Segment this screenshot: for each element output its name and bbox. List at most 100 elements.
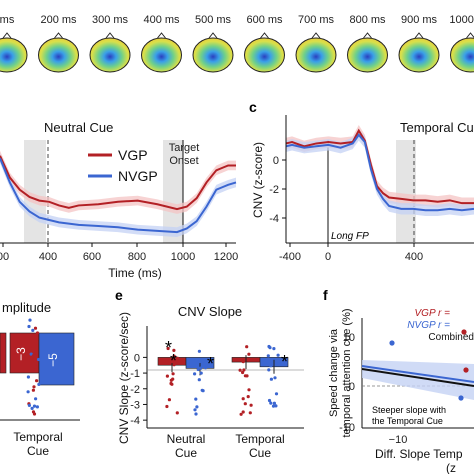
topomap-head [450,37,474,73]
panel-d-xlabel-2: Cue [27,444,49,458]
panel-e-dot [249,403,253,407]
topomap-head [295,37,337,73]
panel-e-dot [196,367,200,372]
panel-e-dot [247,388,251,392]
panel-d-bar-label-vgp: −3 [14,347,28,361]
panel-c-x-ticks: -400 0 400 [279,243,423,263]
topomap-nose [363,32,372,39]
panel-e-dot [172,363,176,367]
panel-d-xlabel-1: Temporal [13,430,62,444]
panel-e-dot [245,345,249,349]
panel-e-dot [276,353,280,357]
panel-e-group-2-line2: Cue [249,446,271,460]
panel-c-title: Temporal Cu [400,120,474,135]
panel-c-plot [285,124,474,216]
nvgp-line [285,133,474,212]
panel-e-dot [199,366,203,370]
panel-e-star-2: * [170,351,177,371]
panel-e-star-3: * [207,354,214,374]
panel-f-ytick-neg10: -10 [339,422,355,434]
panel-e-dot [242,368,246,372]
panel-e-dot [241,370,245,375]
panel-c-shaded-window [396,140,416,243]
topomap-label: 1000 ms [449,14,474,26]
panel-d-dot [28,318,32,322]
panel-e-dot [274,392,279,396]
panel-d-dot [27,324,31,329]
panel-e-dot [199,371,203,375]
panel-f-ytick-0: 0 [349,381,355,393]
panel-b-xtick-label: 1200 [214,251,238,263]
panel-e-dot [172,354,176,358]
panel-d-dot [26,375,30,379]
panel-f-note-2: the Temporal Cue [372,416,443,426]
panel-e-ytick-label: -4 [130,415,140,427]
panel-e-dot [194,412,198,416]
panel-e-dot [165,374,169,378]
topomap-label: 800 ms [349,14,386,26]
nvgp-ci-band [286,129,474,216]
panel-f-legend-nvgp: NVGP r = [407,320,450,331]
panel-b: 00 400 600 800 1000 1200 Neutral Cue Target O… [0,120,238,280]
topomap-nose [466,32,474,39]
panel-e-dot [246,395,250,399]
topomap-nose [54,32,63,39]
topomap-nose [260,32,269,39]
topomap-head [244,37,285,73]
panel-e-ytick-label: -3 [130,399,140,411]
panel-f-ytick-10: 10 [343,332,355,344]
panel-e-dot [241,360,245,364]
panel-e-dot [195,405,199,409]
panel-e-dot [175,411,179,415]
panel-d-bar-0 [0,332,7,374]
panel-d: mplitude −3 −5 Temporal Cue [0,300,80,458]
panel-c-ytick-label: -2 [269,184,279,196]
panel-f-xlabel: Diff. Slope Temp [375,447,463,461]
panel-b-xtick-label: 00 [0,251,9,263]
panel-f-dot [389,340,395,346]
panel-e-dot [170,359,174,364]
legend-nvgp-label: NVGP [118,168,158,184]
panel-d-dot [35,379,39,383]
topomap-nose [414,32,424,39]
panel-d-dot [26,390,30,394]
topomap-nose [2,32,12,39]
panel-b-xlabel: Time (ms) [108,266,162,280]
panel-e-dot [200,388,204,392]
panel-e-dot [238,368,242,372]
panel-e-dot [194,397,198,401]
topomap-nose [105,32,115,39]
panel-f-dot [463,367,469,373]
panel-b-xtick-label: 1000 [171,251,195,263]
panel-d-dot [35,405,40,409]
panel-c-xtick-label: -400 [279,251,301,263]
panel-d-bar-label-nvgp: −5 [46,353,60,367]
panel-d-bar-vgp [9,332,40,374]
panel-e-dot [266,354,270,358]
panel-d-dot [31,328,35,332]
panel-e-dot [165,404,169,409]
panel-e-dot [165,360,169,364]
panel-f-combined-fit [361,368,474,387]
panel-e-dot [243,402,247,406]
topomap-label: 900 ms [401,14,438,26]
topomap-nose [311,32,321,39]
panel-e-ytick-label: -2 [130,384,140,396]
panel-d-dot [37,357,41,362]
panel-f-xtick: −10 [389,434,408,446]
panel-b-x-ticks: 00 400 600 800 1000 1200 [0,243,238,263]
panel-f-letter: f [323,287,328,303]
panel-e-dot [248,411,252,415]
panel-e-dot [273,376,277,380]
vgp-line [285,128,474,205]
panel-f-note-1: Steeper slope with [372,405,446,415]
panel-e-dot [239,412,243,416]
panel-d-dot [34,397,38,401]
panel-e-dot [171,377,175,381]
panel-d-dot [37,382,41,386]
topomap-label: 600 ms [246,14,283,26]
panel-c-xtick-label: 400 [405,251,423,263]
panel-d-title: mplitude [2,300,51,315]
panel-d-dot [33,326,38,330]
topomap-nose [157,32,166,39]
